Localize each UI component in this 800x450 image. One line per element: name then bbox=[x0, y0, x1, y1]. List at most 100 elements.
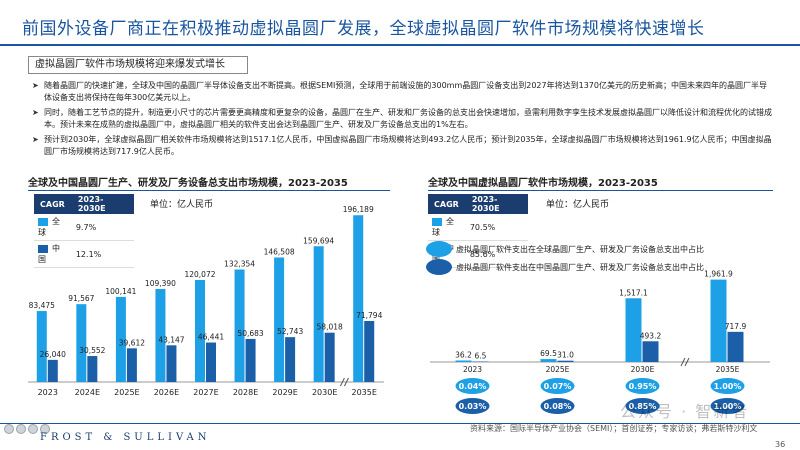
bar-china bbox=[126, 348, 137, 382]
zoom-button[interactable] bbox=[40, 424, 50, 434]
china-oval-swatch bbox=[426, 259, 452, 275]
x-tick-label: 2035E bbox=[352, 388, 377, 397]
global-oval-swatch bbox=[426, 241, 452, 257]
bar-global bbox=[455, 360, 472, 362]
bullet-list: ➤ 随着晶圆厂的快速扩建，全球及中国的晶圆厂半导体设备支出不断提高。根据SEMI… bbox=[32, 80, 772, 161]
x-tick-label: 2025E bbox=[546, 365, 570, 374]
data-label: 69.5 bbox=[540, 349, 557, 358]
data-label: 120,072 bbox=[184, 270, 215, 279]
arrow-bullet-icon: ➤ bbox=[32, 81, 39, 90]
data-label: 36.2 bbox=[455, 350, 472, 359]
pen-tool-button[interactable] bbox=[28, 424, 38, 434]
left-cagr-table: CAGR 2023-2030E 全球 9.7% 中国 12.1% bbox=[34, 194, 134, 268]
section-subhead: 虚拟晶圆厂软件市场规模将迎来爆发式增长 bbox=[28, 56, 248, 74]
global-swatch bbox=[432, 217, 442, 226]
data-label: 91,567 bbox=[68, 294, 94, 303]
slide-toolbar bbox=[4, 424, 50, 434]
china-swatch bbox=[38, 244, 48, 253]
bar-global bbox=[625, 298, 642, 362]
data-label: 39,612 bbox=[119, 338, 145, 347]
legend-label: 虚拟晶圆厂软件支出在中国晶圆厂生产、研发及厂务设备总支出中占比 bbox=[456, 262, 704, 272]
x-tick-label: 2029E bbox=[272, 388, 297, 397]
x-tick-label: 2023 bbox=[463, 365, 482, 374]
prev-slide-button[interactable] bbox=[4, 424, 14, 434]
data-label: 26,040 bbox=[40, 350, 66, 359]
page-title: 前国外设备厂商正在积极推动虚拟晶圆厂发展，全球虚拟晶圆厂软件市场规模将快速增长 bbox=[22, 19, 705, 39]
right-chart-rule bbox=[428, 190, 773, 191]
global-swatch bbox=[38, 217, 48, 226]
bar-global bbox=[274, 257, 285, 382]
data-label: 196,189 bbox=[343, 205, 374, 214]
bar-global bbox=[710, 279, 727, 362]
bullet-text: 同时，随着工艺节点的提升，制造更小尺寸的芯片需要更高精度和更复杂的设备，晶圆厂在… bbox=[44, 108, 772, 129]
bar-china bbox=[166, 345, 177, 382]
bar-china bbox=[285, 337, 296, 382]
x-tick-label: 2023 bbox=[38, 388, 58, 397]
share-oval-global bbox=[540, 378, 575, 394]
right-chart-title: 全球及中国虚拟晶圆厂软件市场规模，2023-2035 bbox=[428, 178, 658, 189]
cagr-series-name: 中国 bbox=[38, 244, 60, 264]
cagr-value: 70.5% bbox=[465, 214, 528, 241]
bullet-item: ➤ 预计到2030年，全球虚拟晶圆厂相关软件市场规模将达到1517.1亿人民币，… bbox=[32, 134, 772, 158]
bar-china bbox=[364, 320, 375, 382]
data-label: 58,018 bbox=[317, 323, 343, 332]
bar-global bbox=[115, 296, 126, 382]
bullet-item: ➤ 同时，随着工艺节点的提升，制造更小尺寸的芯片需要更高精度和更复杂的设备，晶圆… bbox=[32, 107, 772, 131]
left-chart-title: 全球及中国晶圆厂生产、研发及厂务设备总支出市场规模，2023-2035 bbox=[28, 178, 348, 189]
bar-china bbox=[245, 338, 256, 382]
cagr-value: 12.1% bbox=[71, 240, 134, 268]
share-label: 0.95% bbox=[629, 382, 657, 391]
watermark-text: 公众号 · 智新者 bbox=[620, 402, 750, 421]
source-note: 资料来源：国际半导体产业协会（SEMI）；首创证券；专家访谈；弗若斯特沙利文 bbox=[470, 424, 758, 433]
share-oval-china bbox=[710, 398, 745, 414]
share-label: 0.03% bbox=[459, 402, 487, 411]
cagr-value: 9.7% bbox=[71, 214, 134, 241]
data-label: 46,441 bbox=[198, 333, 224, 342]
left-chart-rule bbox=[28, 190, 390, 191]
bar-global bbox=[195, 279, 205, 382]
x-tick-label: 2030E bbox=[631, 365, 655, 374]
axis-break-mark bbox=[680, 357, 690, 367]
x-tick-label: 2024E bbox=[75, 388, 100, 397]
share-oval-china bbox=[455, 398, 490, 414]
bar-global bbox=[155, 289, 166, 382]
next-slide-button[interactable] bbox=[16, 424, 26, 434]
bullet-text: 预计到2030年，全球虚拟晶圆厂相关软件市场规模将达到1517.1亿人民币，中国… bbox=[44, 135, 772, 156]
cagr-header-period: 2023-2030E bbox=[71, 194, 134, 214]
bar-global bbox=[313, 246, 324, 382]
data-label: 83,475 bbox=[29, 301, 55, 310]
legend-label: 虚拟晶圆厂软件支出在全球晶圆厂生产、研发及厂务设备总支出中占比 bbox=[456, 244, 704, 254]
arrow-bullet-icon: ➤ bbox=[32, 108, 39, 117]
share-oval-global bbox=[710, 378, 745, 394]
share-oval-global bbox=[625, 378, 660, 394]
title-divider bbox=[0, 44, 800, 46]
x-tick-label: 2028E bbox=[233, 388, 258, 397]
x-tick-label: 2035E bbox=[716, 365, 740, 374]
footer-bar bbox=[0, 423, 800, 450]
data-label: 493.2 bbox=[640, 331, 662, 340]
data-label: 100,141 bbox=[105, 287, 136, 296]
x-tick-label: 2025E bbox=[114, 388, 139, 397]
cagr-series-name: 全球 bbox=[38, 217, 60, 237]
share-oval-china bbox=[625, 398, 660, 414]
data-label: 43,147 bbox=[158, 335, 184, 344]
cagr-series-name: 全球 bbox=[432, 217, 454, 237]
bar-global bbox=[353, 215, 364, 382]
data-label: 159,694 bbox=[303, 236, 334, 245]
share-oval-global bbox=[455, 378, 490, 394]
share-label: 1.00% bbox=[714, 382, 742, 391]
bar-china bbox=[206, 342, 216, 382]
data-label: 71,794 bbox=[356, 311, 382, 320]
cagr-header-label: CAGR bbox=[428, 194, 466, 214]
x-tick-label: 2030E bbox=[312, 388, 337, 397]
data-label: 50,683 bbox=[237, 329, 263, 338]
share-label: 0.85% bbox=[629, 402, 657, 411]
axis-break-mark bbox=[339, 377, 349, 387]
data-label: 132,354 bbox=[224, 259, 255, 268]
share-label: 0.04% bbox=[459, 382, 487, 391]
bullet-item: ➤ 随着晶圆厂的快速扩建，全球及中国的晶圆厂半导体设备支出不断提高。根据SEMI… bbox=[32, 80, 772, 104]
data-label: 52,743 bbox=[277, 327, 303, 336]
data-label: 1,961.9 bbox=[704, 270, 733, 279]
data-label: 717.9 bbox=[725, 322, 747, 331]
data-label: 6.5 bbox=[475, 352, 487, 361]
